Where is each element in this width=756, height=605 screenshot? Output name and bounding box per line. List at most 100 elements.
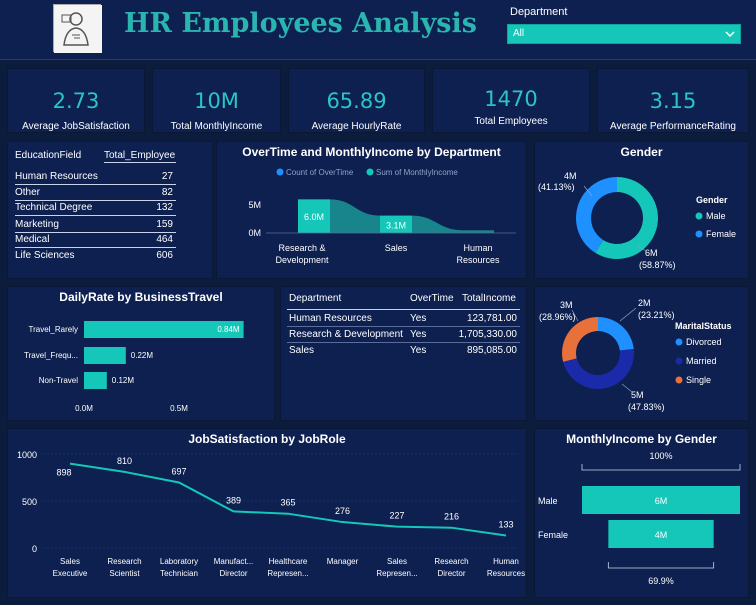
department-dropdown-value: All (513, 28, 525, 39)
x-tick-label: Director (437, 569, 465, 578)
y-tick-label: Travel_Rarely (29, 325, 79, 334)
table-row[interactable]: Other 82 (15, 185, 176, 201)
kpi-label: Average HourlyRate (311, 121, 402, 132)
slice-single (562, 317, 598, 362)
education-table-panel (7, 141, 213, 279)
bar-0 (84, 321, 244, 338)
kpi-card-monthlyincome: 10M Total MonthlyIncome (152, 68, 281, 133)
chart-title: OverTime and MonthlyIncome by Department (242, 145, 501, 159)
table-row[interactable]: Research & Development Yes 1,705,330.00 (287, 327, 520, 343)
chart-title: MonthlyIncome by Gender (566, 432, 717, 446)
x-tick-label: Represen... (376, 569, 417, 578)
data-label: 227 (389, 511, 404, 521)
department-dropdown[interactable]: All (507, 24, 741, 44)
data-label: 0.22M (131, 351, 154, 360)
legend-marker-overtime (276, 168, 284, 176)
leader-line (619, 307, 637, 322)
top-percent-label: 100% (649, 451, 672, 461)
table-header-educationfield[interactable]: EducationField (15, 150, 82, 161)
bar-male (582, 486, 740, 514)
cell-name: Human Resources (15, 171, 98, 182)
slice-female (576, 177, 617, 253)
sort-underline (104, 162, 176, 163)
table-header-department[interactable]: Department (289, 293, 342, 304)
x-tick-label: Scientist (109, 569, 140, 578)
data-label: 810 (117, 456, 132, 466)
legend-label-overtime: Count of OverTime (286, 168, 354, 177)
cell-value: 464 (156, 234, 173, 245)
kpi-value: 10M (194, 89, 239, 113)
cell-value: 606 (156, 250, 173, 261)
x-tick-label: Human (493, 557, 519, 566)
bottom-percent-label: 69.9% (648, 576, 674, 586)
legend-label-income: Sum of MonthlyIncome (376, 168, 458, 177)
legend-label-married: Married (686, 356, 717, 366)
cell-overtime: Yes (410, 345, 427, 356)
x-tick-label: Sales (387, 557, 407, 566)
legend-marker-male (695, 212, 703, 220)
gender-chart-panel: Gender (534, 141, 749, 279)
table-row[interactable]: Human Resources Yes 123,781.00 (287, 311, 520, 327)
data-label: 133 (498, 519, 513, 529)
series-line (69, 462, 507, 537)
x-tick-label: Resources (487, 569, 525, 578)
dailyrate-chart: Travel_Rarely 0.84M Travel_Frequ... 0.22M No… (24, 321, 244, 413)
legend-title: MaritalStatus (675, 321, 732, 331)
data-label: 216 (444, 512, 459, 522)
chevron-down-icon (725, 31, 735, 38)
data-label: 697 (171, 466, 186, 476)
gender-chart: 4M(41.13%) 6M (58.87%) Gender Male Female (538, 171, 736, 270)
table-row[interactable]: Human Resources 27 (15, 169, 176, 185)
x-tick-label: Healthcare (269, 557, 308, 566)
cell-overtime: Yes (410, 329, 427, 340)
dailyrate-chart-panel: DailyRate by BusinessTravel (7, 286, 275, 421)
cell-name: Life Sciences (15, 250, 75, 261)
x-tick-label: Manufact... (214, 557, 254, 566)
marital-chart: 2M (23.21%) 3M (28.96%) 5M (47.83%) MaritalSta… (539, 298, 732, 412)
y-tick-label: 500 (22, 497, 37, 507)
table-row[interactable]: Medical 464 (15, 232, 176, 248)
data-label-pct: (28.96%) (539, 312, 576, 322)
y-tick-label: 1000 (17, 450, 37, 460)
data-label: 898 (56, 468, 71, 478)
y-tick-label: Non-Travel (39, 376, 78, 385)
slice-male (595, 177, 658, 259)
table-row[interactable]: Sales Yes 895,085.00 (287, 343, 520, 359)
bar-sales (380, 215, 412, 233)
overtime-chart: Count of OverTime Sum of MonthlyIncome 5M 0… (248, 168, 516, 265)
department-filter-label: Department (510, 6, 568, 18)
data-label: 3.1M (386, 220, 406, 230)
data-label: 3M (560, 300, 573, 310)
table-header-totalincome[interactable]: TotalIncome (462, 293, 516, 304)
bar-female (608, 520, 714, 548)
x-tick-label: Development (275, 255, 329, 265)
kpi-label: Average JobSatisfaction (22, 121, 130, 132)
overtime-chart-panel: OverTime and MonthlyIncome by Department (216, 141, 527, 279)
table-header-total-employee[interactable]: Total_Employee (104, 150, 176, 161)
bar-research-development (298, 199, 330, 233)
legend-title: Gender (696, 195, 728, 205)
x-tick-label: Research & (278, 243, 325, 253)
y-tick-label: 0M (248, 228, 261, 238)
legend-label-male: Male (706, 211, 726, 221)
y-tick-label: 5M (248, 200, 261, 210)
table-header-overtime[interactable]: OverTime (410, 293, 454, 304)
data-label-pct: (58.87%) (639, 260, 676, 270)
cell-name: Marketing (15, 219, 59, 230)
table-row[interactable]: Marketing 159 (15, 217, 176, 233)
cell-income: 895,085.00 (466, 345, 517, 356)
leader-line (637, 245, 647, 252)
data-label: 6M (655, 496, 668, 506)
legend-marker-income (366, 168, 374, 176)
data-label-pct: (23.21%) (638, 310, 675, 320)
kpi-label: Average PerformanceRating (610, 121, 736, 132)
kpi-value: 2.73 (52, 89, 100, 113)
leader-line (583, 185, 593, 197)
cell-value: 159 (156, 219, 173, 230)
cell-department: Research & Development (289, 329, 403, 340)
table-row[interactable]: Technical Degree 132 (15, 200, 176, 216)
legend-marker-female (695, 230, 703, 238)
table-row[interactable]: Life Sciences 606 (15, 248, 176, 264)
cell-department: Human Resources (289, 313, 372, 324)
